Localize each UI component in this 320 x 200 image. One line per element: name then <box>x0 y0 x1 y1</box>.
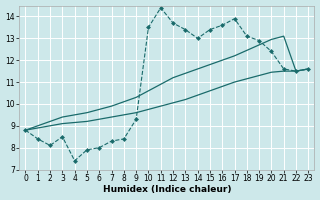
X-axis label: Humidex (Indice chaleur): Humidex (Indice chaleur) <box>103 185 231 194</box>
